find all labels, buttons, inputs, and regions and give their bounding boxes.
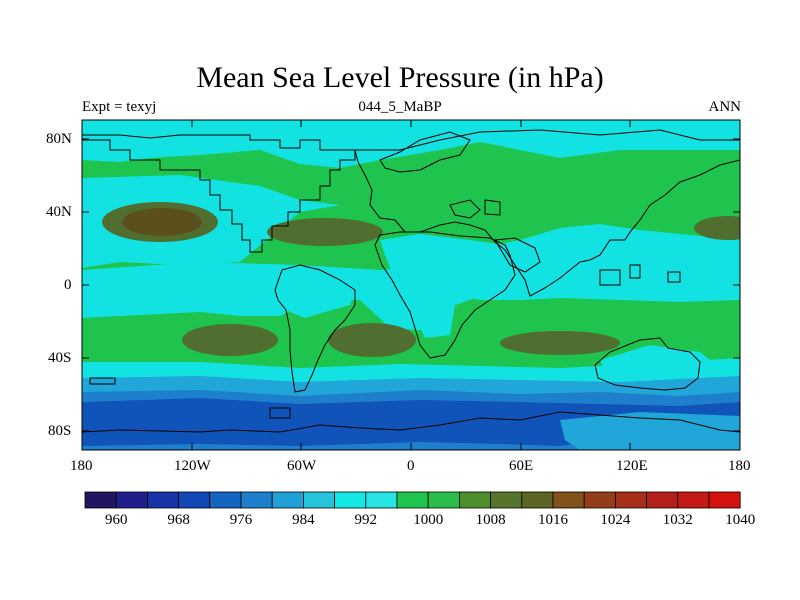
colorbar [84,491,741,509]
colorbar-swatch [271,491,304,509]
colorbar-swatch [427,491,460,509]
field-australia-cyan [600,345,720,385]
colorbar-swatch [146,491,179,509]
lon-label-60e: 60E [509,458,534,474]
colorbar-swatch [240,491,273,509]
lon-label-180e: 180 [728,458,751,474]
coast-europe-islands [449,199,501,219]
lon-label-120e: 120E [616,458,648,474]
colorbar-swatch [615,491,648,509]
high-south-pacific [182,324,278,356]
colorbar-swatch [115,491,148,509]
experiment-label: Expt = texyj [82,99,157,115]
colorbar-swatch [552,491,585,509]
lat-label-40n: 40N [46,204,72,220]
colorbar-label: 992 [354,512,378,528]
field-samerica-cyan [280,266,355,318]
field-arctic-cyan [82,120,740,168]
colorbar-swatch [646,491,679,509]
coast-africa [374,231,516,359]
high-north-atlantic [267,218,383,246]
colorbar-swatch [521,491,554,509]
run-id-label: 044_5_MaBP [358,99,442,115]
colorbar-label: 976 [229,512,253,528]
colorbar-swatch [334,491,367,509]
colorbar-label: 1032 [662,512,693,528]
lon-label-60w: 60W [287,458,317,474]
high-indian-ocean [500,331,620,355]
lat-label-80n: 80N [46,131,72,147]
page-title: Mean Sea Level Pressure (in hPa) [196,61,604,94]
colorbar-label: 968 [167,512,190,528]
coast-south-america [274,264,356,393]
coast-indonesia [599,264,681,286]
coast-greenland [379,131,471,173]
colorbar-label: 984 [292,512,315,528]
coast-arabia [494,237,541,273]
colorbar-label: 960 [104,512,128,528]
colorbar-label: 1040 [725,512,756,528]
lat-label-0: 0 [64,277,72,293]
colorbar-swatch [490,491,523,509]
lat-label-80s: 80S [48,423,72,439]
coast-north-america [82,134,356,253]
pressure-field [82,120,740,450]
field-africa-cyan [380,234,510,338]
colorbar-swatch [458,491,491,509]
season-label: ANN [708,99,742,115]
field-antarctic-cyan [560,412,740,450]
colorbar-swatch [708,491,741,509]
colorbar-swatch [583,491,616,509]
lat-label-40s: 40S [48,350,72,366]
high-west-pacific [694,216,740,240]
colorbar-label: 1024 [600,512,631,528]
lon-label-0: 0 [407,458,415,474]
high-north-pacific-core [122,208,202,236]
colorbar-swatch [178,491,211,509]
coast-antarctica [82,411,740,433]
colorbar-swatch [396,491,429,509]
colorbar-swatch [677,491,710,509]
lon-label-120w: 120W [174,458,211,474]
colorbar-label: 1016 [538,512,568,528]
coast-sh-islands [89,377,291,419]
colorbar-swatch [84,491,117,509]
coastlines [82,129,740,433]
lon-label-180w: 180 [70,458,93,474]
high-south-atlantic [328,323,416,357]
colorbar-swatch [302,491,335,509]
axis-ticks [81,120,741,450]
colorbar-label: 1008 [475,512,506,528]
colorbar-label: 1000 [413,512,444,528]
colorbar-swatch [209,491,242,509]
colorbar-swatch [365,491,398,509]
coast-australia [594,337,701,391]
